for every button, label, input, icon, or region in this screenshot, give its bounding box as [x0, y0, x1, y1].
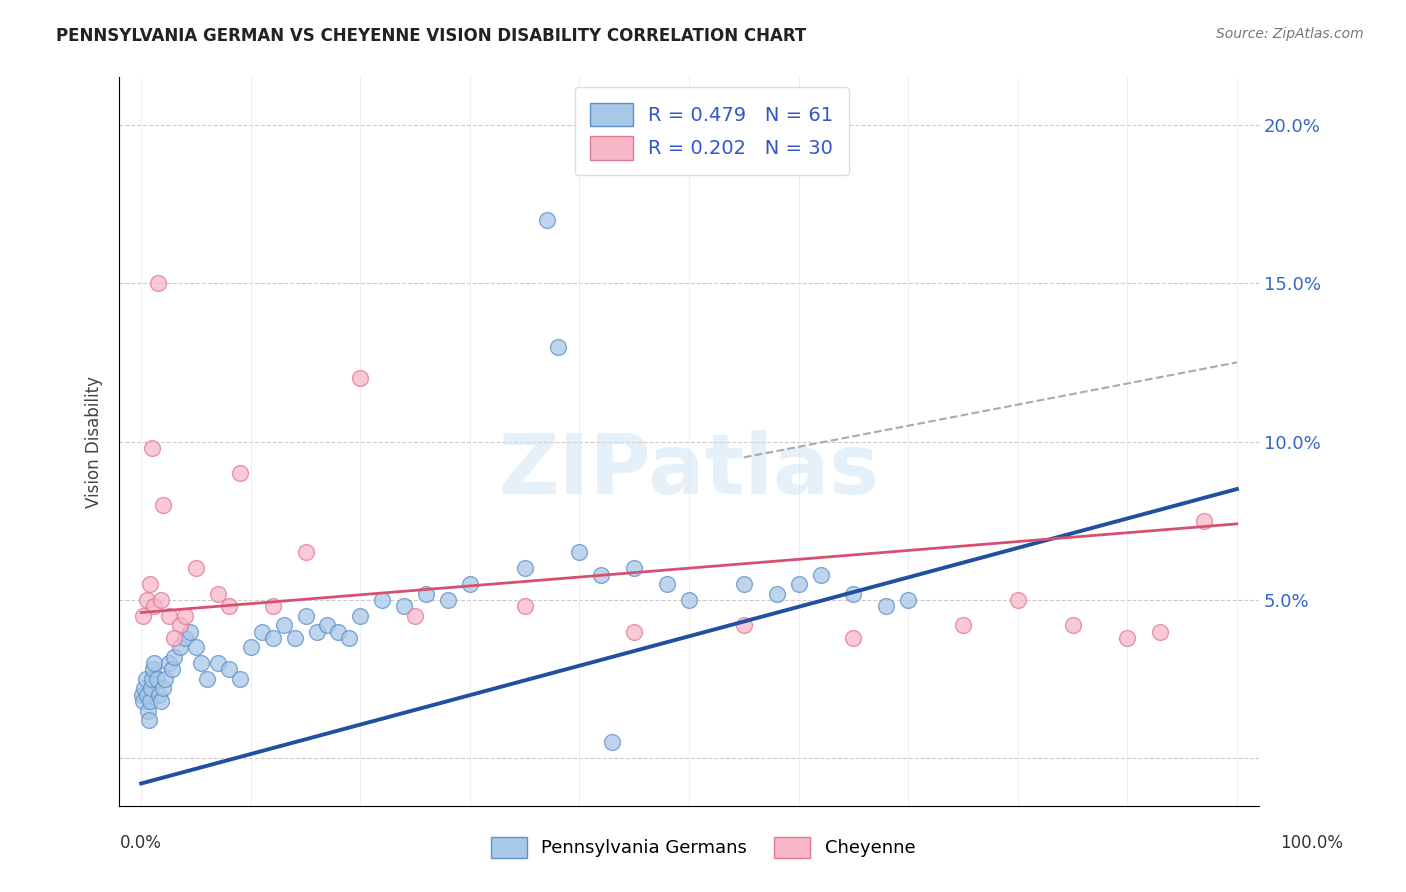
Point — [371, 592, 394, 607]
Point — [135, 592, 157, 607]
Point — [678, 592, 700, 607]
Point — [655, 577, 678, 591]
Point — [169, 640, 191, 655]
Point — [305, 624, 328, 639]
Point — [787, 577, 810, 591]
Point — [132, 608, 155, 623]
Point — [952, 618, 974, 632]
Point — [591, 567, 613, 582]
Point — [875, 599, 897, 614]
Point — [207, 586, 229, 600]
Point — [897, 592, 920, 607]
Point — [174, 631, 197, 645]
Point — [733, 577, 755, 591]
Point — [513, 561, 536, 575]
Point — [1116, 631, 1139, 645]
Point — [141, 441, 163, 455]
Point — [139, 681, 162, 696]
Point — [184, 640, 207, 655]
Point — [139, 694, 162, 708]
Point — [404, 608, 426, 623]
Text: Source: ZipAtlas.com: Source: ZipAtlas.com — [1216, 27, 1364, 41]
Text: 100.0%: 100.0% — [1279, 834, 1343, 852]
Legend: Pennsylvania Germans, Cheyenne: Pennsylvania Germans, Cheyenne — [484, 830, 922, 865]
Point — [294, 608, 316, 623]
Point — [568, 545, 591, 559]
Point — [250, 624, 273, 639]
Point — [765, 586, 787, 600]
Point — [437, 592, 460, 607]
Point — [623, 624, 645, 639]
Y-axis label: Vision Disability: Vision Disability — [86, 376, 103, 508]
Point — [174, 608, 197, 623]
Point — [155, 672, 177, 686]
Point — [602, 735, 624, 749]
Point — [149, 694, 172, 708]
Point — [337, 631, 360, 645]
Point — [547, 340, 569, 354]
Point — [623, 561, 645, 575]
Point — [152, 498, 174, 512]
Point — [160, 663, 183, 677]
Point — [141, 672, 163, 686]
Point — [136, 704, 159, 718]
Legend: R = 0.479   N = 61, R = 0.202   N = 30: R = 0.479 N = 61, R = 0.202 N = 30 — [575, 87, 849, 176]
Point — [262, 631, 284, 645]
Point — [146, 277, 169, 291]
Point — [179, 624, 201, 639]
Point — [163, 649, 186, 664]
Point — [810, 567, 832, 582]
Point — [458, 577, 481, 591]
Point — [190, 656, 212, 670]
Point — [143, 656, 166, 670]
Point — [145, 672, 167, 686]
Point — [139, 577, 162, 591]
Point — [415, 586, 437, 600]
Point — [142, 663, 165, 677]
Text: 0.0%: 0.0% — [120, 834, 162, 852]
Point — [218, 599, 240, 614]
Point — [218, 663, 240, 677]
Point — [148, 688, 170, 702]
Point — [195, 672, 218, 686]
Point — [328, 624, 350, 639]
Point — [284, 631, 307, 645]
Point — [842, 586, 865, 600]
Point — [294, 545, 316, 559]
Point — [132, 694, 155, 708]
Point — [152, 681, 174, 696]
Point — [163, 631, 186, 645]
Point — [157, 608, 180, 623]
Text: ZIPatlas: ZIPatlas — [499, 430, 880, 511]
Point — [842, 631, 865, 645]
Point — [513, 599, 536, 614]
Point — [149, 592, 172, 607]
Point — [207, 656, 229, 670]
Text: PENNSYLVANIA GERMAN VS CHEYENNE VISION DISABILITY CORRELATION CHART: PENNSYLVANIA GERMAN VS CHEYENNE VISION D… — [56, 27, 807, 45]
Point — [229, 466, 252, 480]
Point — [134, 681, 156, 696]
Point — [262, 599, 284, 614]
Point — [1007, 592, 1029, 607]
Point — [1062, 618, 1084, 632]
Point — [733, 618, 755, 632]
Point — [135, 672, 157, 686]
Point — [536, 213, 558, 227]
Point — [349, 371, 371, 385]
Point — [157, 656, 180, 670]
Point — [349, 608, 371, 623]
Point — [184, 561, 207, 575]
Point — [316, 618, 339, 632]
Point — [169, 618, 191, 632]
Point — [138, 713, 160, 727]
Point — [239, 640, 262, 655]
Point — [135, 688, 157, 702]
Point — [229, 672, 252, 686]
Point — [131, 688, 153, 702]
Point — [273, 618, 295, 632]
Point — [143, 599, 166, 614]
Point — [1192, 514, 1215, 528]
Point — [392, 599, 415, 614]
Point — [1149, 624, 1171, 639]
